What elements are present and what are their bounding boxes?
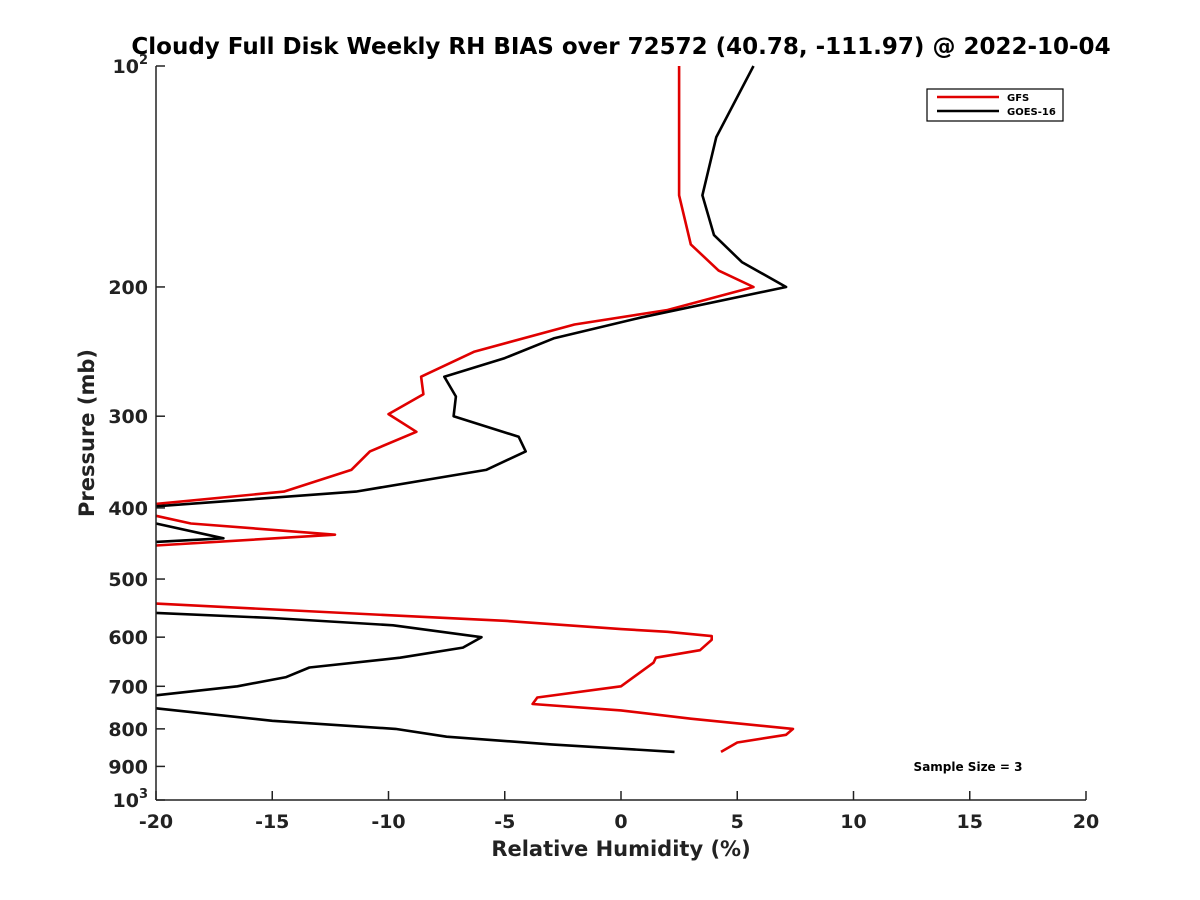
x-axis-label: Relative Humidity (%) (491, 837, 750, 861)
x-tick-label: -5 (494, 811, 515, 833)
y-tick-label: 103 (113, 787, 149, 812)
legend: GFS GOES-16 (926, 88, 1064, 122)
sample-size-annotation: Sample Size = 3 (914, 760, 1023, 774)
x-tick-label: 20 (1073, 811, 1099, 833)
x-tick-label: 15 (957, 811, 983, 833)
chart-title: Cloudy Full Disk Weekly RH BIAS over 725… (131, 34, 1110, 60)
legend-label-gfs: GFS (1007, 93, 1029, 104)
y-tick-label: 800 (108, 719, 148, 741)
y-tick-label: 500 (108, 569, 148, 591)
x-tick-label: -20 (139, 811, 173, 833)
y-tick-label: 900 (108, 756, 148, 778)
y-tick-label: 400 (108, 498, 148, 520)
series-goes-16-line-3 (155, 707, 675, 754)
x-tick-label: -15 (255, 811, 289, 833)
axes-layer: -20 -15 -10 -5 0 5 10 15 20 102 200 300 400 500 600 700… (108, 53, 1099, 833)
legend-label-goes-16: GOES-16 (1007, 107, 1056, 118)
x-tick-label: -10 (371, 811, 405, 833)
y-tick-label: 102 (113, 53, 149, 78)
y-tick-label: 200 (108, 277, 148, 299)
series-goes-16-line-1 (155, 522, 225, 544)
x-tick-label: 5 (731, 811, 744, 833)
y-tick-label: 600 (108, 627, 148, 649)
y-tick-label: 300 (108, 406, 148, 428)
series-gfs-line-1 (155, 514, 337, 547)
y-tick-label: 700 (108, 676, 148, 698)
x-tick-label: 0 (614, 811, 627, 833)
series-goes-16-line-2 (155, 611, 483, 697)
series-gfs-line-0 (155, 66, 755, 506)
legend-box (926, 88, 1064, 122)
x-tick-label: 10 (840, 811, 866, 833)
series-layer (155, 65, 795, 754)
y-axis-label: Pressure (mb) (75, 349, 99, 517)
series-goes-16-line-0 (155, 65, 788, 508)
series-gfs-line-2 (155, 602, 795, 754)
